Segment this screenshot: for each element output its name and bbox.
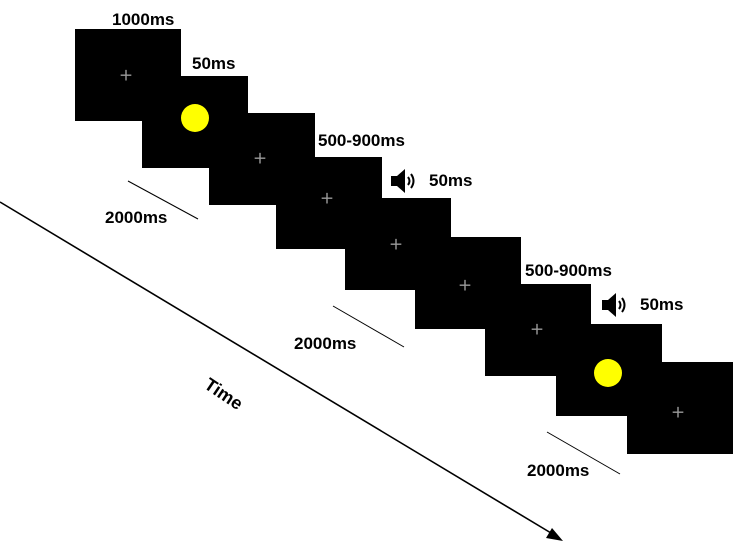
duration-label-50ms: 50ms (429, 171, 473, 190)
iti-line (127, 180, 199, 220)
iti-label: 2000ms (527, 461, 590, 480)
fixation-cross: + (252, 148, 268, 169)
duration-label-1000ms: 1000ms (112, 10, 175, 29)
speaker-icon (391, 169, 415, 193)
yellow-circle-stimulus (594, 359, 622, 387)
fixation-cross: + (319, 188, 335, 209)
fixation-cross: + (457, 275, 473, 296)
speaker-icon (602, 293, 626, 317)
fixation-cross: + (388, 234, 404, 255)
panel-fixation-6 (627, 362, 733, 454)
iti-label: 2000ms (294, 334, 357, 353)
duration-label-500-900ms: 500-900ms (318, 131, 405, 150)
time-arrow-line (0, 201, 557, 537)
fixation-cross: + (670, 402, 686, 423)
iti-line (332, 305, 405, 348)
time-arrow-head (546, 528, 563, 541)
yellow-circle-stimulus (181, 104, 209, 132)
iti-line (546, 431, 621, 475)
fixation-cross: + (118, 65, 134, 86)
fixation-cross: + (529, 319, 545, 340)
iti-label: 2000ms (105, 208, 168, 227)
duration-label-50ms: 50ms (640, 295, 684, 314)
duration-label-50ms: 50ms (192, 54, 236, 73)
duration-label-500-900ms: 500-900ms (525, 261, 612, 280)
